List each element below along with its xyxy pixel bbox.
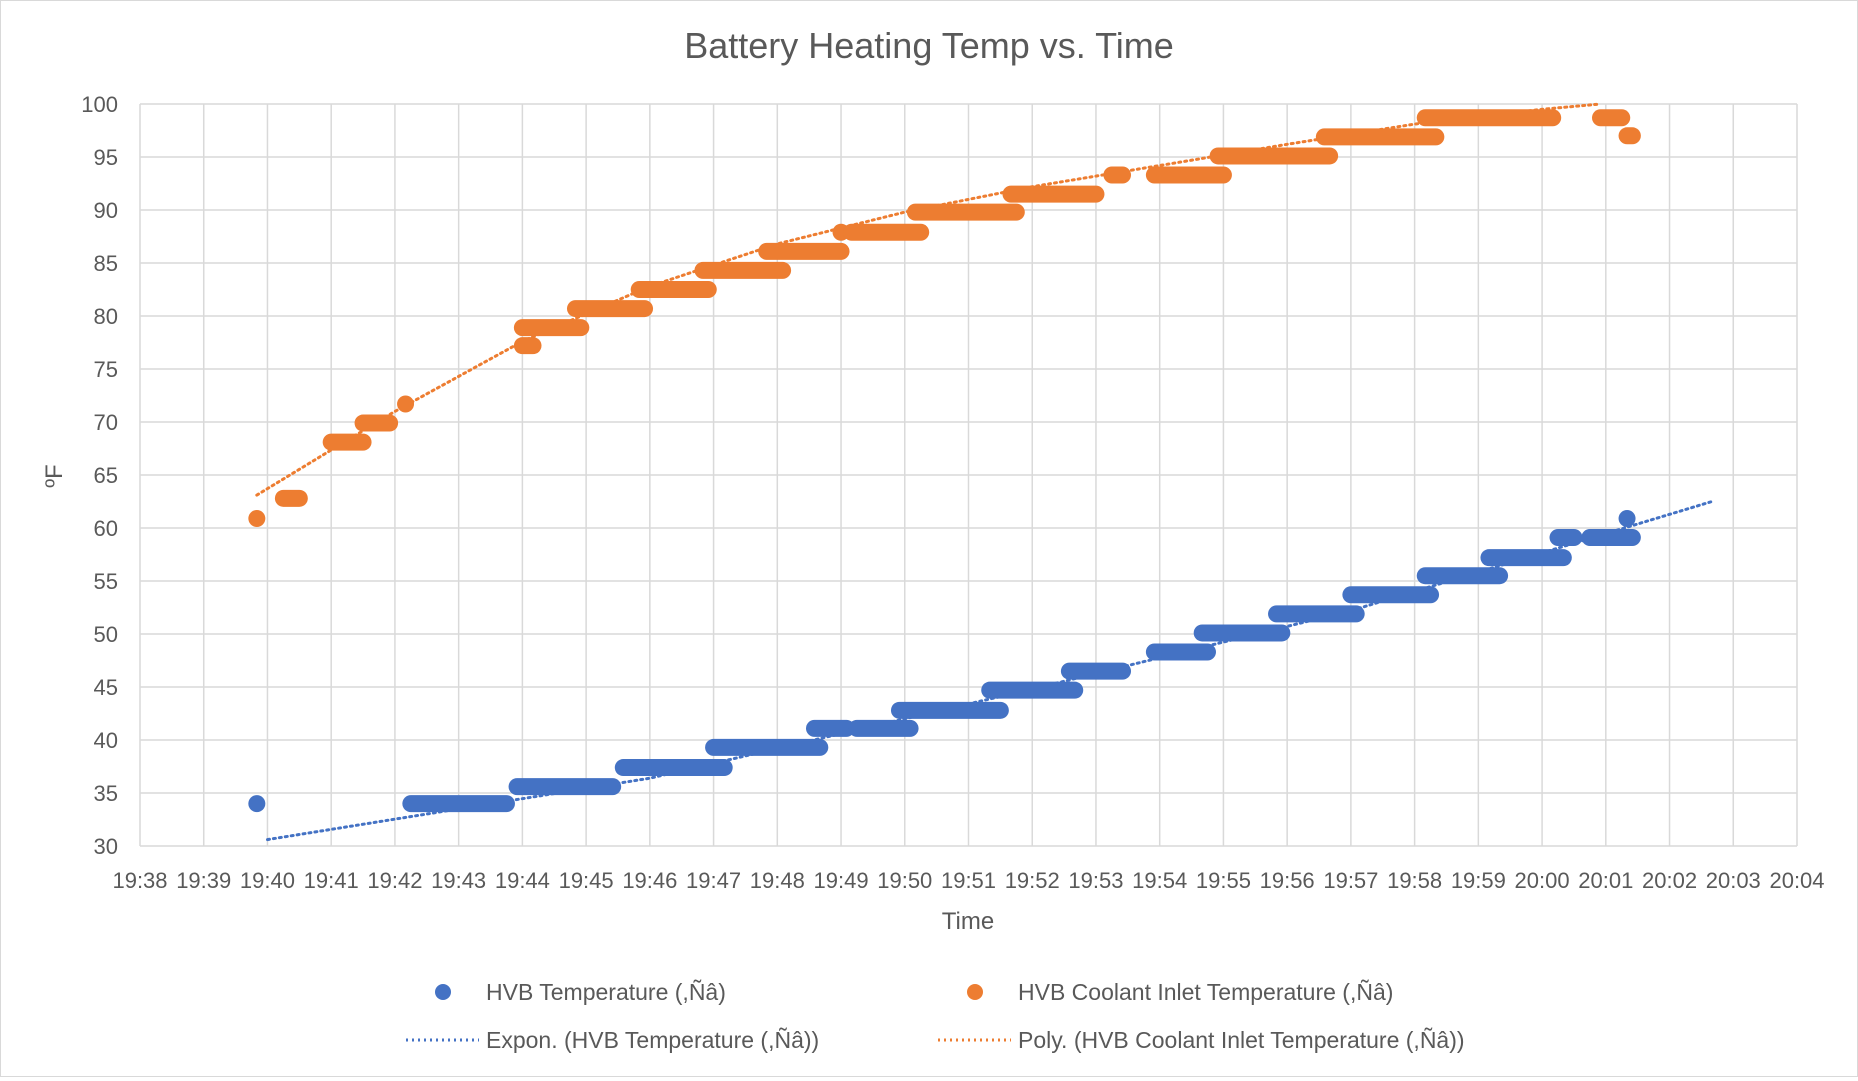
y-axis-label: ºF [41, 464, 68, 487]
x-tick-label: 19:50 [877, 868, 932, 893]
legend-marker-blue-dot [435, 984, 451, 1000]
y-tick-label: 95 [94, 145, 118, 170]
y-tick-label: 70 [94, 410, 118, 435]
y-axis-ticks: 30 35 40 45 50 55 60 65 70 75 80 85 90 95 100 [81, 92, 118, 859]
x-tick-label: 19:57 [1323, 868, 1378, 893]
legend: HVB Temperature (,Ñâ) HVB Coolant Inlet … [406, 979, 1465, 1053]
y-tick-label: 45 [94, 675, 118, 700]
y-tick-label: 90 [94, 198, 118, 223]
x-tick-label: 19:58 [1387, 868, 1442, 893]
x-tick-label: 19:54 [1132, 868, 1187, 893]
legend-item-expon-trend[interactable]: Expon. (HVB Temperature (,Ñâ)) [406, 1027, 819, 1053]
x-axis-label: Time [942, 908, 994, 935]
x-tick-label: 20:02 [1642, 868, 1697, 893]
x-tick-label: 19:38 [112, 868, 167, 893]
legend-marker-orange-dot [967, 984, 983, 1000]
y-tick-label: 75 [94, 357, 118, 382]
x-tick-label: 20:03 [1706, 868, 1761, 893]
x-tick-label: 19:47 [686, 868, 741, 893]
x-tick-label: 20:04 [1769, 868, 1824, 893]
legend-label: HVB Temperature (,Ñâ) [486, 979, 726, 1005]
y-tick-label: 100 [81, 92, 118, 117]
legend-item-hvb-temp[interactable]: HVB Temperature (,Ñâ) [435, 979, 726, 1005]
y-tick-label: 85 [94, 251, 118, 276]
y-tick-label: 80 [94, 304, 118, 329]
y-tick-label: 55 [94, 569, 118, 594]
x-tick-label: 19:40 [240, 868, 295, 893]
x-tick-label: 19:55 [1196, 868, 1251, 893]
y-tick-label: 30 [94, 834, 118, 859]
y-tick-label: 35 [94, 781, 118, 806]
x-tick-label: 19:39 [176, 868, 231, 893]
legend-label: Poly. (HVB Coolant Inlet Temperature (,Ñ… [1018, 1027, 1465, 1053]
x-tick-label: 19:53 [1068, 868, 1123, 893]
legend-item-poly-trend[interactable]: Poly. (HVB Coolant Inlet Temperature (,Ñ… [938, 1027, 1465, 1053]
data-points [248, 109, 1641, 813]
x-tick-label: 20:01 [1578, 868, 1633, 893]
y-tick-label: 65 [94, 463, 118, 488]
x-tick-label: 19:59 [1451, 868, 1506, 893]
x-tick-label: 19:42 [367, 868, 422, 893]
y-tick-label: 50 [94, 622, 118, 647]
x-tick-label: 19:48 [750, 868, 805, 893]
y-tick-label: 40 [94, 728, 118, 753]
y-tick-label: 60 [94, 516, 118, 541]
x-tick-label: 19:52 [1005, 868, 1060, 893]
x-tick-label: 19:49 [814, 868, 869, 893]
x-tick-label: 19:56 [1260, 868, 1315, 893]
x-axis-ticks: 19:38 19:39 19:40 19:41 19:42 19:43 19:44 19:45… [112, 868, 1824, 893]
x-tick-label: 19:46 [622, 868, 677, 893]
legend-item-coolant-temp[interactable]: HVB Coolant Inlet Temperature (,Ñâ) [967, 979, 1393, 1005]
legend-label: HVB Coolant Inlet Temperature (,Ñâ) [1018, 979, 1393, 1005]
x-tick-label: 20:00 [1515, 868, 1570, 893]
x-tick-label: 19:45 [559, 868, 614, 893]
x-tick-label: 19:51 [941, 868, 996, 893]
x-tick-label: 19:44 [495, 868, 550, 893]
legend-label: Expon. (HVB Temperature (,Ñâ)) [486, 1027, 819, 1053]
chart-title: Battery Heating Temp vs. Time [684, 25, 1174, 66]
x-tick-label: 19:43 [431, 868, 486, 893]
x-tick-label: 19:41 [304, 868, 359, 893]
